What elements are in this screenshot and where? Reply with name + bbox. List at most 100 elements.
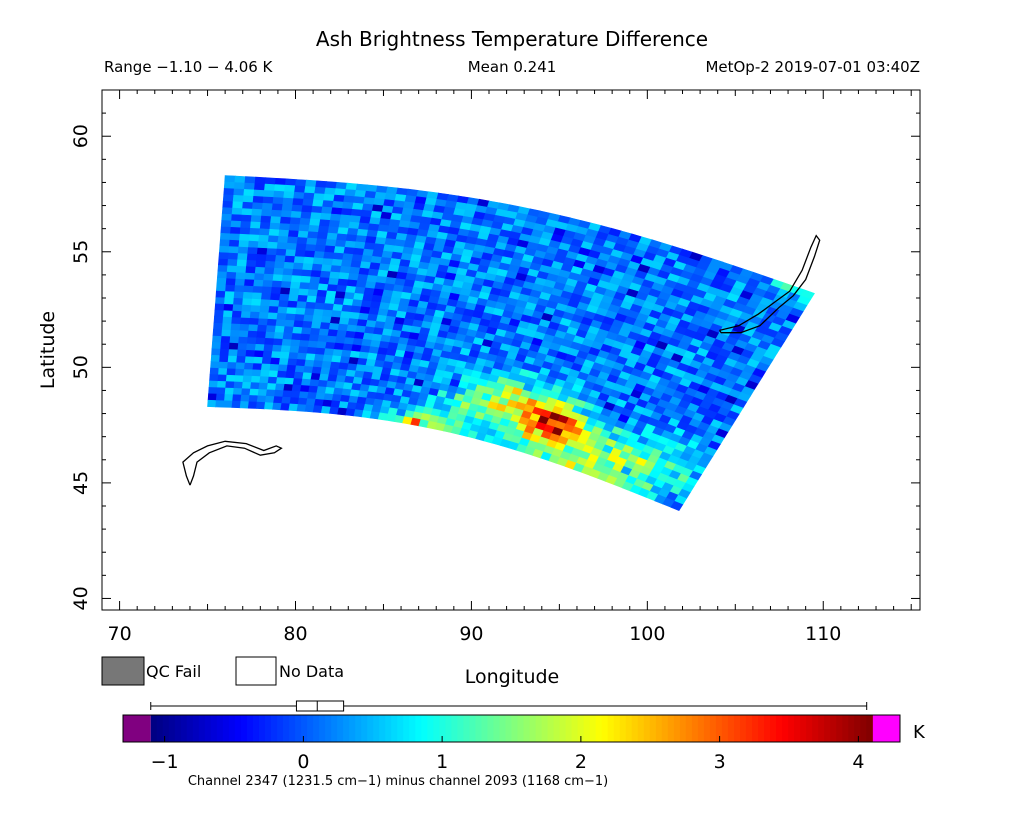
swath-pixel <box>268 306 279 314</box>
swath-pixel <box>323 251 335 260</box>
colorbar-segment <box>234 715 242 742</box>
swath-pixel <box>262 280 274 288</box>
swath-pixel <box>265 331 276 340</box>
swath-pixel <box>271 203 284 212</box>
swath-pixel <box>277 364 289 372</box>
chart-title: Ash Brightness Temperature Difference <box>316 27 708 51</box>
swath-pixel <box>359 306 371 315</box>
swath-pixel <box>293 320 304 329</box>
swath-pixel <box>347 318 359 327</box>
colorbar-segment <box>331 715 338 742</box>
swath-pixel <box>335 181 348 190</box>
colorbar-segment <box>733 715 741 742</box>
colorbar-segment <box>842 715 849 742</box>
swath-pixel <box>274 325 286 334</box>
swath-pixel <box>288 294 299 302</box>
colorbar-unit: K <box>913 722 926 743</box>
swath-pixel <box>307 231 319 240</box>
swath-pixel <box>250 221 262 230</box>
swath-pixel <box>242 298 253 306</box>
swath-pixel <box>242 375 253 383</box>
swath-pixel <box>298 391 309 400</box>
swath-pixel <box>235 272 247 280</box>
swath-pixel <box>241 388 251 396</box>
swath-pixel <box>323 348 335 357</box>
swath-pixel <box>294 185 306 194</box>
colorbar-tick-label: −1 <box>151 751 179 773</box>
swath-pixel <box>208 387 218 395</box>
swath-pixel <box>249 388 260 397</box>
swath-pixel <box>257 318 269 326</box>
swath-pixel <box>217 265 229 273</box>
swath-pixel <box>350 260 362 269</box>
swath-pixel <box>326 335 338 344</box>
swath-pixel <box>288 403 299 412</box>
swath-pixel <box>291 275 302 283</box>
swath-pixel <box>349 215 362 224</box>
swath-pixel <box>231 400 242 409</box>
swath-pixel <box>319 270 332 279</box>
swath-pixel <box>291 384 302 393</box>
qc-fail-swatch <box>101 656 145 686</box>
swath-pixel <box>228 349 239 357</box>
swath-pixel <box>253 279 264 288</box>
swath-pixel <box>290 390 301 399</box>
swath-pixel <box>306 346 318 355</box>
swath-pixel <box>272 338 284 347</box>
swath-pixel <box>228 246 240 254</box>
swath-pixel <box>327 329 339 338</box>
swath-pixel <box>304 404 315 413</box>
swath-pixel <box>210 354 221 363</box>
colorbar-segment <box>571 715 579 742</box>
x-tick-label: 100 <box>629 623 665 645</box>
swath-pixel <box>315 180 328 189</box>
swath-pixel <box>254 343 265 352</box>
swath-pixel <box>265 254 277 263</box>
swath-pixel <box>344 375 355 384</box>
swath-pixel <box>213 316 224 324</box>
swath-pixel <box>287 230 300 238</box>
swath-pixel <box>363 197 376 206</box>
swath-pixel <box>340 259 353 268</box>
swath-pixel <box>280 281 292 289</box>
swath-pixel <box>285 371 296 379</box>
colorbar-segment <box>776 715 783 742</box>
swath-pixel <box>272 197 284 205</box>
swath-pixel <box>250 215 262 223</box>
swath-pixel <box>292 378 303 386</box>
swath-pixel <box>284 255 296 264</box>
source-timestamp-label: MetOp-2 2019-07-01 03:40Z <box>705 58 920 76</box>
swath-pixel <box>277 235 289 244</box>
swath-pixel <box>276 242 288 250</box>
swath-pixel <box>274 261 286 270</box>
swath-pixel <box>350 305 362 314</box>
axis-ticks <box>102 89 920 610</box>
swath-pixel <box>275 319 287 327</box>
swath-pixel <box>354 241 366 250</box>
swath-pixel <box>233 381 244 390</box>
swath-pixel <box>338 317 350 326</box>
swath-pixel <box>320 405 332 414</box>
swath-pixel <box>301 269 313 278</box>
swath-pixel <box>316 386 327 395</box>
colorbar-tick-label: 1 <box>436 751 448 773</box>
swath-pixel <box>240 214 253 223</box>
swath-pixel <box>344 292 356 300</box>
x-tick-label: 70 <box>107 623 131 645</box>
swath-pixel <box>294 314 305 322</box>
swath-pixel <box>337 323 349 332</box>
swath-pixel <box>209 374 219 382</box>
swath-pixel <box>336 233 348 242</box>
colorbar-tick-label: 3 <box>714 751 726 773</box>
swath-pixel <box>316 289 328 298</box>
swath-pixel <box>296 352 308 361</box>
qc-fail-label: QC Fail <box>146 662 201 681</box>
swath-pixel <box>328 277 340 286</box>
swath-pixel <box>248 324 259 332</box>
swath-pixel <box>311 321 322 330</box>
swath-pixel <box>305 353 316 361</box>
swath-pixel <box>212 329 223 337</box>
swath-pixel <box>307 391 318 400</box>
swath-pixel <box>236 259 248 268</box>
swath-pixel <box>324 386 336 395</box>
